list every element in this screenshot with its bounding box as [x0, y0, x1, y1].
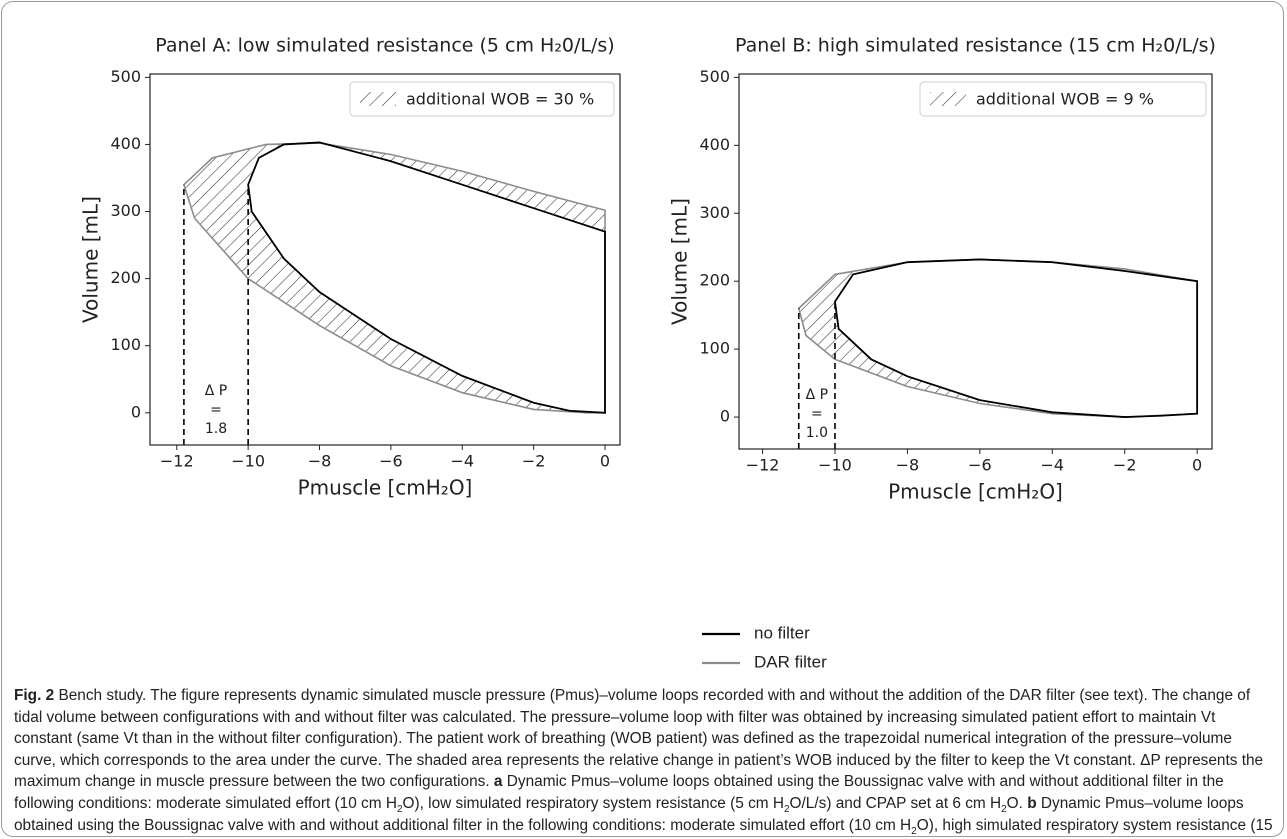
- panel-title: Panel B: high simulated resistance (15 c…: [735, 35, 1216, 57]
- legend-label: additional WOB = 9 %: [976, 90, 1154, 109]
- caption: Fig. 2 Bench study. The figure represent…: [14, 685, 1276, 837]
- caption-text: Fig. 2: [14, 687, 55, 704]
- legend-box: [919, 81, 1207, 117]
- x-tick-label: −6: [379, 452, 403, 471]
- y-tick-label: 400: [699, 135, 730, 154]
- x-tick-label: −4: [1040, 456, 1064, 475]
- caption-text: O.: [1006, 794, 1028, 812]
- caption-text: 2: [783, 804, 790, 816]
- y-axis-label: Volume [mL]: [668, 198, 692, 325]
- caption-text: O/L/s) and CPAP set at 6 cm H: [789, 794, 1002, 812]
- delta-p-label: 1.0: [806, 425, 828, 441]
- loop-line: [247, 141, 606, 414]
- loop-line: [182, 142, 606, 414]
- charts: Panel A: low simulated resistance (5 cm …: [79, 35, 1216, 672]
- legend-entry: DAR filter: [754, 652, 827, 671]
- x-tick-label: −6: [968, 456, 992, 475]
- y-tick-label: 500: [110, 67, 141, 86]
- y-tick-label: 0: [720, 407, 730, 426]
- x-tick-label: 0: [600, 452, 610, 471]
- x-tick-label: −2: [1113, 456, 1137, 475]
- y-tick-label: 100: [699, 339, 730, 358]
- x-tick-label: −12: [746, 456, 780, 475]
- legend-entry: no filter: [754, 623, 810, 642]
- legend-box: [349, 81, 615, 117]
- x-axis-label: Pmuscle [cmH₂O]: [888, 480, 1063, 504]
- y-tick-label: 500: [699, 67, 730, 86]
- caption-text: O), high simulated respiratory system re…: [916, 816, 1273, 834]
- delta-p-label: Δ P: [806, 387, 828, 403]
- y-tick-label: 300: [699, 203, 730, 222]
- y-tick-label: 0: [131, 402, 141, 421]
- plot-area: [797, 258, 1199, 449]
- delta-p-label: =: [210, 402, 222, 418]
- caption-text: Bench study. The figure represents dynam…: [14, 687, 1264, 791]
- caption-text: 2: [1001, 804, 1007, 816]
- caption-text: Dynamic Pmus–volume loops obtained using…: [14, 773, 1224, 812]
- x-axis-label: Pmuscle [cmH₂O]: [298, 476, 473, 500]
- caption-text: 2: [911, 825, 917, 837]
- inner-area: [834, 259, 1198, 418]
- panel-title: Panel A: low simulated resistance (5 cm …: [155, 35, 614, 57]
- axes-frame: [738, 73, 1213, 450]
- legend-hatch: [360, 92, 396, 106]
- x-tick-label: 0: [1192, 456, 1202, 475]
- caption-text: a: [493, 773, 503, 791]
- delta-p-label: 1.8: [205, 421, 227, 437]
- legend-hatch: [930, 92, 966, 106]
- inner-area: [248, 142, 606, 413]
- x-tick-label: −2: [522, 452, 546, 471]
- y-tick-label: 200: [699, 271, 730, 290]
- axes-frame: [149, 73, 621, 446]
- caption-text: 2: [396, 804, 403, 816]
- delta-p-label: Δ P: [205, 383, 227, 399]
- x-tick-label: −8: [308, 452, 332, 471]
- y-axis-label: Volume [mL]: [79, 196, 103, 323]
- x-tick-label: −10: [231, 452, 265, 471]
- legend-label: additional WOB = 30 %: [406, 90, 594, 109]
- loop-line: [834, 258, 1199, 418]
- caption-text: Dynamic Pmus–volume loops obtained using…: [14, 794, 1244, 834]
- y-tick-label: 300: [110, 201, 141, 220]
- caption-text: b: [1027, 794, 1037, 812]
- delta-p-label: =: [811, 406, 823, 422]
- plot-area: [182, 141, 606, 445]
- x-tick-label: −10: [818, 456, 852, 475]
- x-tick-label: −12: [160, 452, 194, 471]
- y-tick-label: 400: [110, 134, 141, 153]
- x-tick-label: −8: [896, 456, 920, 475]
- y-tick-label: 100: [110, 335, 141, 354]
- x-tick-label: −4: [450, 452, 474, 471]
- caption-text: O), low simulated respiratory system res…: [402, 794, 784, 812]
- y-tick-label: 200: [110, 268, 141, 287]
